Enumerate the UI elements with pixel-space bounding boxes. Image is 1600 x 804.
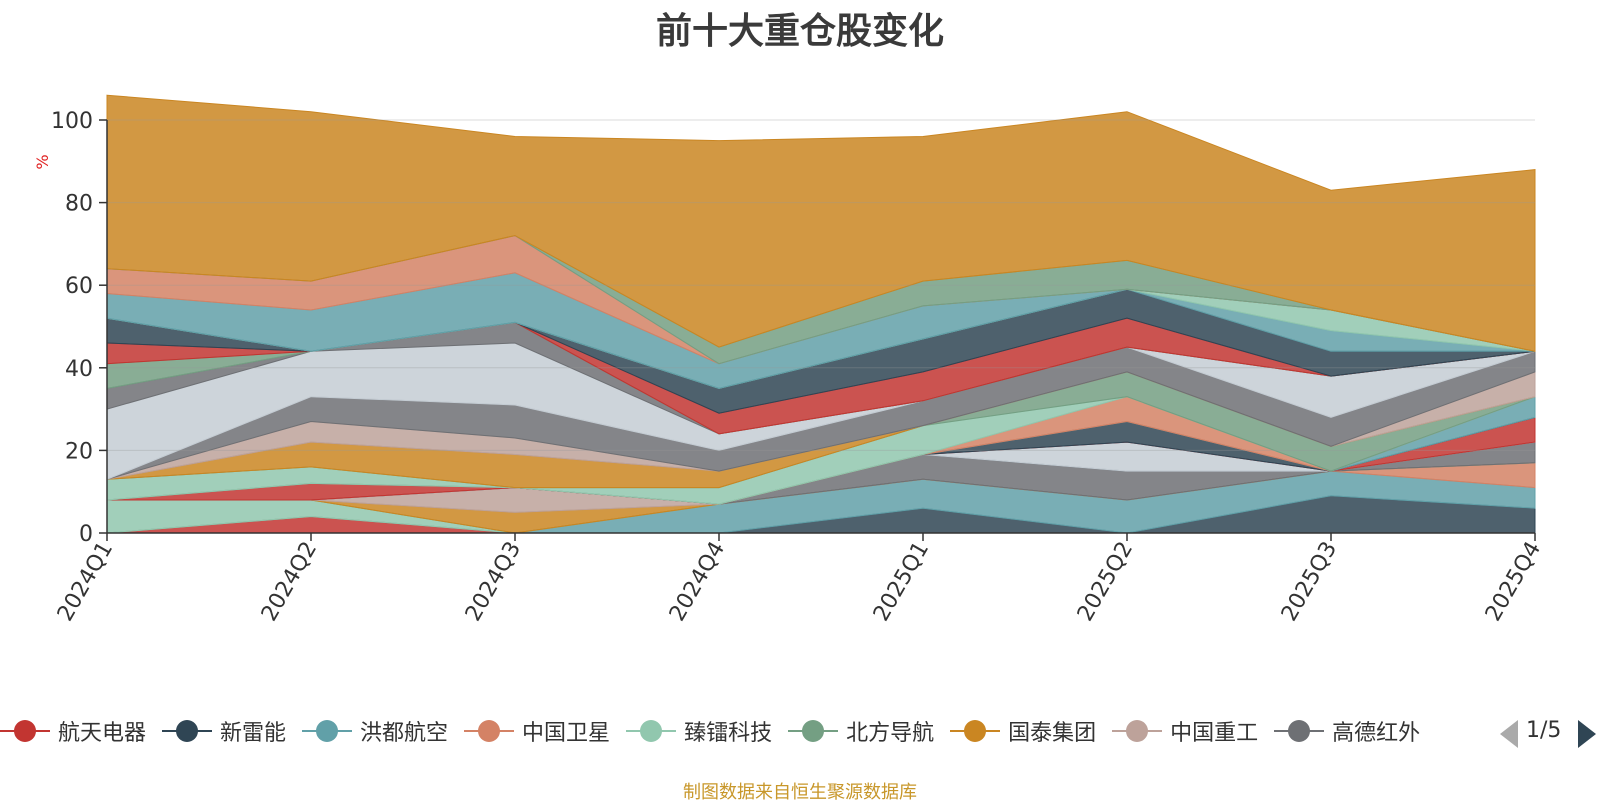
- legend-marker-icon: [788, 720, 839, 742]
- legend-prev-page-icon[interactable]: [1500, 720, 1518, 748]
- legend-item-label: 北方导航: [846, 721, 935, 746]
- legend-item[interactable]: 国泰集团: [950, 715, 1096, 747]
- area-series-30[interactable]: [106, 94, 1536, 352]
- legend-item[interactable]: 高德红外: [1274, 715, 1420, 747]
- y-axis-unit-label: %: [33, 154, 52, 169]
- legend-marker-icon: [1274, 720, 1325, 742]
- y-tick-label-0: 0: [79, 522, 93, 547]
- y-tick-label-20: 20: [65, 439, 93, 464]
- x-tick-label-2025Q4: 2025Q4: [1481, 538, 1546, 626]
- legend-item-label: 臻镭科技: [684, 721, 773, 746]
- legend-marker-icon: [162, 720, 213, 742]
- legend-marker-icon: [0, 720, 50, 742]
- legend-marker-icon: [1112, 720, 1163, 742]
- legend-item-label: 航天电器: [58, 721, 147, 746]
- chart-title: 前十大重仓股变化: [655, 11, 944, 52]
- x-tick-label-2024Q2: 2024Q2: [257, 538, 322, 626]
- x-tick-label-2025Q2: 2025Q2: [1073, 538, 1138, 626]
- legend-marker-icon: [626, 720, 677, 742]
- legend-item-label: 新雷能: [220, 721, 287, 746]
- y-tick-label-40: 40: [65, 357, 93, 382]
- x-tick-label-2024Q4: 2024Q4: [665, 538, 730, 626]
- legend-item[interactable]: 中国卫星: [464, 715, 610, 747]
- legend-item[interactable]: 新雷能: [162, 715, 286, 747]
- legend-item-label: 中国重工: [1170, 721, 1259, 746]
- x-tick-label-2024Q1: 2024Q1: [53, 538, 118, 626]
- legend-marker-icon: [950, 720, 1001, 742]
- legend-item[interactable]: 航天电器: [0, 715, 146, 747]
- y-tick-label-100: 100: [51, 109, 93, 134]
- legend-pager: 1/5: [1500, 718, 1600, 750]
- legend-item-label: 中国卫星: [522, 721, 611, 746]
- x-tick-label-2024Q3: 2024Q3: [461, 538, 526, 626]
- legend-item-label: 洪都航空: [360, 721, 449, 746]
- legend-item[interactable]: 北方导航: [788, 715, 934, 747]
- legend-item[interactable]: 洪都航空: [302, 715, 448, 747]
- x-tick-label-2025Q3: 2025Q3: [1277, 538, 1342, 626]
- legend-item[interactable]: 臻镭科技: [626, 715, 772, 747]
- source-note: 制图数据来自恒生聚源数据库: [683, 782, 917, 803]
- legend-marker-icon: [302, 720, 353, 742]
- legend-item[interactable]: 中国重工: [1112, 715, 1258, 747]
- legend-item-label: 国泰集团: [1008, 721, 1097, 746]
- legend: 航天电器 新雷能 洪都航空 中国卫星 臻镭科技 北方导航 国泰集团 中国重工 高德红外: [0, 715, 1480, 751]
- legend-next-page-icon[interactable]: [1578, 720, 1596, 748]
- y-tick-label-60: 60: [65, 274, 93, 299]
- stacked-areas: [106, 94, 1536, 534]
- legend-page-indicator: 1/5: [1526, 718, 1562, 743]
- y-tick-label-80: 80: [65, 192, 93, 217]
- legend-marker-icon: [464, 720, 515, 742]
- x-tick-label-2025Q1: 2025Q1: [869, 538, 934, 626]
- legend-item-label: 高德红外: [1332, 721, 1421, 746]
